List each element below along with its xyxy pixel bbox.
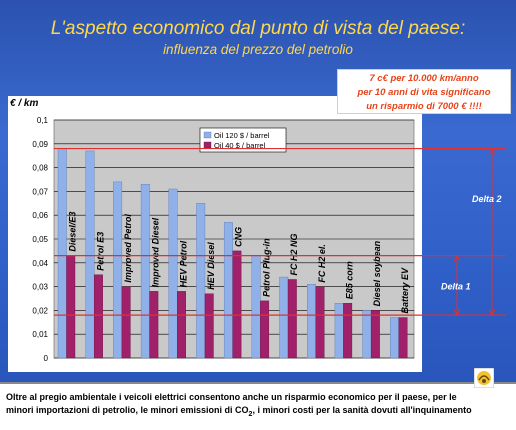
bar-oil-120 [85, 150, 95, 359]
y-tick-label: 0,02 [32, 306, 48, 315]
category-label: Petrol Plug-in [261, 238, 271, 297]
bar-oil-120 [113, 181, 123, 359]
category-label: Diesel soybean [372, 240, 382, 306]
bar-oil-40 [177, 291, 186, 359]
category-label: FC H2 NG [289, 233, 299, 275]
category-label: FC H2 el. [317, 244, 327, 283]
bar-oil-40 [204, 293, 214, 359]
logo-icon [474, 368, 494, 388]
bar-oil-120 [307, 284, 316, 359]
bar-oil-40 [232, 250, 242, 359]
callout-line-1: 7 c€ per 10.000 km/anno [369, 73, 479, 84]
legend-label-oil-40: Oil 40 $ / barrel [214, 141, 266, 150]
bar-oil-120 [279, 276, 289, 359]
footer-line-2: minori importazioni di petrolio, le mino… [6, 404, 510, 421]
bar-oil-40 [398, 317, 408, 359]
category-label: Improved Diesel [151, 217, 161, 287]
bar-oil-120 [251, 255, 261, 359]
bar-oil-120 [362, 310, 372, 359]
bar-oil-40 [315, 286, 325, 359]
bar-oil-40 [93, 274, 103, 359]
bar-oil-120 [390, 317, 400, 359]
bar-oil-40 [149, 291, 159, 359]
bar-oil-40 [121, 286, 131, 359]
category-label: E85 corn [345, 261, 355, 300]
bar-oil-120 [196, 203, 206, 359]
category-label: Battery EV [400, 267, 410, 314]
callout-line-2: per 10 anni di vita significano [357, 87, 491, 98]
bar-oil-120 [140, 184, 150, 359]
y-axis-label: € / km [10, 98, 38, 109]
callout-line-3: un risparmio di 7000 € !!!! [366, 101, 482, 112]
footer-text: Oltre al pregio ambientale i veicoli ele… [0, 382, 516, 430]
delta2-arrow-head-up [488, 147, 496, 155]
delta2-label: Delta 2 [472, 194, 502, 204]
bar-oil-40 [287, 279, 297, 359]
delta2-arrow-head-down [488, 308, 496, 317]
legend-label-oil-120: Oil 120 $ / barrel [214, 131, 270, 140]
y-tick-label: 0,1 [37, 116, 49, 125]
footer-line-2a: minori importazioni di petrolio, le mino… [6, 404, 249, 415]
y-tick-label: 0,09 [32, 140, 48, 149]
bar-oil-120 [168, 188, 178, 359]
slide-title: L'aspetto economico dal punto di vista d… [50, 18, 466, 39]
y-tick-label: 0,01 [32, 330, 48, 339]
delta1-label: Delta 1 [441, 281, 471, 291]
footer-line-2b: , i minori costi per la sanità dovuti al… [252, 404, 472, 415]
y-tick-label: 0,04 [32, 259, 48, 268]
category-label: HEV Petrol [178, 240, 188, 287]
category-label: Improved Petrol [123, 214, 133, 283]
y-tick-label: 0,08 [32, 164, 48, 173]
y-tick-label: 0,07 [32, 187, 48, 196]
slide-subtitle: influenza del prezzo del petrolio [163, 42, 353, 57]
bar-chart: € / km 0 0,01 0,02 0,03 0,04 0,05 0,06 0,07 0,08 0… [8, 96, 506, 372]
y-tick-label: 0 [44, 354, 49, 363]
chart-area: € / km 0 0,01 0,02 0,03 0,04 0,05 0,06 0,07 0,08 0… [0, 88, 516, 382]
category-label: CNG [234, 227, 244, 247]
y-tick-label: 0,03 [32, 283, 48, 292]
savings-callout: 7 c€ per 10.000 km/anno per 10 anni di v… [337, 69, 511, 114]
bar-oil-120 [334, 303, 344, 359]
category-label: Diesel/E3 [68, 212, 78, 252]
bar-oil-120 [57, 148, 67, 359]
bar-oil-40 [66, 255, 76, 359]
footer-subscript: 2 [248, 410, 253, 418]
delta1-arrow-head-down [453, 308, 461, 317]
footer-line-1: Oltre al pregio ambientale i veicoli ele… [6, 392, 457, 402]
bar-oil-40 [343, 303, 353, 359]
category-label: HEV Diesel [206, 242, 216, 290]
bar-oil-40 [260, 300, 270, 359]
delta1-arrow-head-up [453, 254, 461, 262]
legend-swatch-oil-120 [203, 131, 212, 139]
bar-oil-40 [370, 310, 380, 359]
y-tick-label: 0,06 [32, 211, 48, 220]
bar-oil-120 [223, 222, 233, 359]
category-label: Petrol E3 [95, 232, 105, 271]
y-tick-label: 0,05 [32, 235, 48, 244]
legend-swatch-oil-40 [203, 141, 212, 149]
